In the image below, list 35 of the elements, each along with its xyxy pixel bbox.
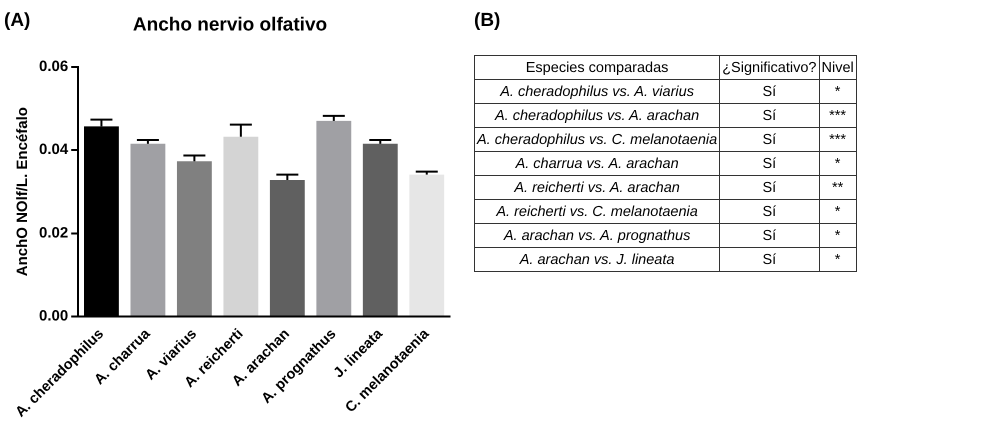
text: Sí	[762, 156, 776, 172]
text: A. arachan vs. A. prognathus	[504, 228, 690, 244]
category-label: ¿Significativo?	[720, 56, 819, 80]
category-label: Especies comparadas	[474, 56, 720, 80]
y-tick-label: 0.04	[38, 141, 69, 158]
text: Sí	[762, 132, 776, 148]
text: ***	[829, 132, 846, 148]
text: Sí	[762, 204, 776, 220]
text: (A)	[4, 10, 30, 32]
text: **	[832, 180, 844, 196]
y-axis-title: AnchO NOlf/L. Encéfalo	[14, 107, 32, 276]
text: A. arachan vs. J. lineata	[520, 252, 674, 268]
text: Sí	[762, 180, 776, 196]
text: A. reicherti vs. C. melanotaenia	[496, 204, 698, 220]
y-tick-label: 0.02	[38, 224, 68, 242]
y-tick-label: 0.06	[38, 58, 68, 75]
text: A. cheradophilus vs. A. arachan	[495, 108, 700, 124]
text: A. reicherti vs. A. arachan	[514, 180, 680, 196]
text: *	[834, 156, 840, 172]
text: A. cheradophilus vs. A. viarius	[500, 84, 694, 100]
y-tick-label: 0.00	[38, 308, 68, 325]
text: *	[834, 204, 840, 220]
text: Sí	[762, 108, 776, 124]
text: A. charrua vs. A. arachan	[516, 156, 679, 172]
text: *	[834, 84, 840, 100]
text: Sí	[762, 228, 776, 244]
text: (B)	[474, 10, 500, 32]
text: *	[834, 228, 840, 244]
chart-title: Ancho nervio olfativo	[132, 14, 328, 36]
text: Sí	[762, 84, 776, 100]
text: ***	[829, 108, 846, 124]
category-label: Nivel	[819, 56, 856, 80]
text: *	[834, 252, 840, 268]
text: Sí	[762, 252, 776, 268]
text: A. cheradophilus vs. C. melanotaenia	[477, 132, 718, 148]
